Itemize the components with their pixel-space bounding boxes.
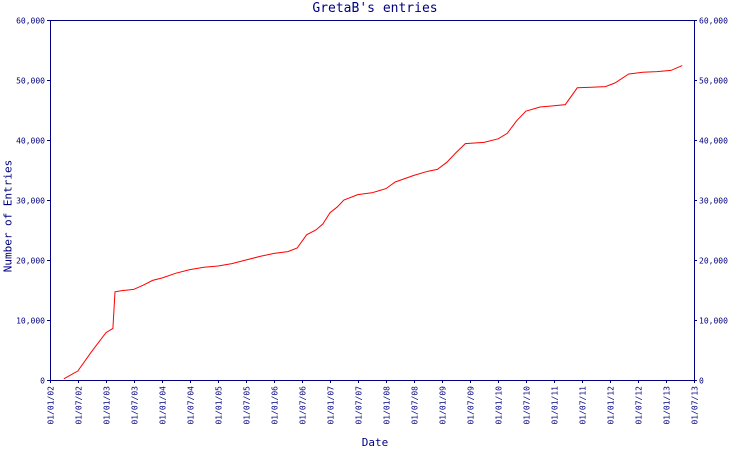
x-tick-label: 01/07/11 — [579, 386, 588, 425]
y-tick-label-left: 40,000 — [16, 137, 45, 146]
x-tick-label: 01/01/08 — [383, 386, 392, 425]
x-tick-label: 01/07/06 — [299, 386, 308, 425]
y-tick-label-left: 0 — [40, 377, 45, 386]
x-tick-label: 01/01/07 — [327, 386, 336, 425]
y-tick-label-right: 50,000 — [699, 77, 728, 86]
x-tick-label: 01/07/12 — [635, 386, 644, 425]
chart-title: GretaB's entries — [312, 1, 438, 16]
x-tick-label: 01/07/02 — [75, 386, 84, 425]
x-axis-label: Date — [361, 436, 389, 449]
y-tick-label-right: 10,000 — [699, 317, 728, 326]
x-tick-label: 01/07/03 — [131, 386, 140, 425]
y-tick-label-right: 0 — [699, 377, 704, 386]
chart-series — [63, 65, 683, 380]
chart-ticks: 0 0 10,000 10,000 20,000 20,000 30,000 30,000 40… — [16, 17, 728, 425]
x-tick-label: 01/01/12 — [607, 386, 616, 425]
x-tick-label: 01/07/10 — [523, 386, 532, 425]
x-tick-label: 01/01/03 — [103, 386, 112, 425]
x-tick-label: 01/07/05 — [243, 386, 252, 425]
plot-frame — [50, 20, 695, 381]
x-tick-label: 01/01/06 — [271, 386, 280, 425]
y-tick-label-left: 50,000 — [16, 77, 45, 86]
x-tick-label: 01/01/04 — [159, 386, 168, 425]
x-tick-label: 01/07/07 — [355, 386, 364, 425]
y-tick-label-right: 30,000 — [699, 197, 728, 206]
x-tick-label: 01/07/09 — [467, 386, 476, 425]
x-tick-label: 01/01/13 — [663, 386, 672, 425]
y-tick-label-left: 30,000 — [16, 197, 45, 206]
y-tick-label-right: 60,000 — [699, 17, 728, 26]
y-tick-label-left: 20,000 — [16, 257, 45, 266]
series-line — [63, 65, 683, 380]
x-tick-label: 01/07/08 — [411, 386, 420, 425]
x-tick-label: 01/07/13 — [691, 386, 700, 425]
x-tick-label: 01/01/10 — [495, 386, 504, 425]
x-tick-label: 01/01/09 — [439, 386, 448, 425]
x-tick-label: 01/01/02 — [47, 386, 56, 425]
x-tick-label: 01/07/04 — [187, 386, 196, 425]
chart-axes — [50, 20, 695, 381]
x-tick-label: 01/01/11 — [551, 386, 560, 425]
y-tick-label-left: 10,000 — [16, 317, 45, 326]
y-tick-label-right: 20,000 — [699, 257, 728, 266]
x-tick-label: 01/01/05 — [215, 386, 224, 425]
y-tick-label-left: 60,000 — [16, 17, 45, 26]
y-tick-label-right: 40,000 — [699, 137, 728, 146]
